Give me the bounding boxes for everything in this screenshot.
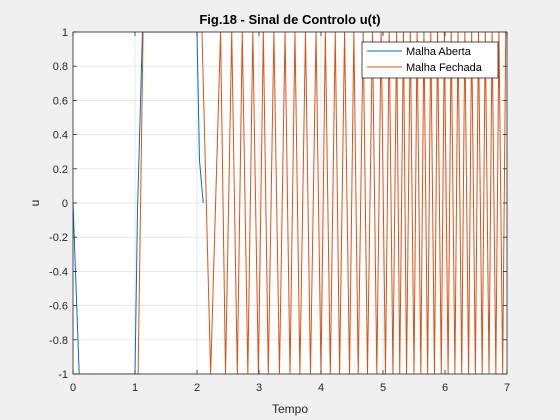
y-tick-label: 0.2: [53, 164, 68, 176]
chart-title: Fig.18 - Sinal de Controlo u(t): [199, 12, 380, 27]
y-tick-label: 1: [62, 27, 68, 39]
legend: Malha Aberta Malha Fechada: [361, 41, 499, 79]
series-line-malha-aberta: [73, 32, 204, 374]
x-tick-label: 1: [132, 382, 138, 394]
y-tick-label: -0.2: [49, 232, 68, 244]
x-tick-label: 0: [70, 382, 76, 394]
axis-ticks: 0 1 2 3 4 5 6 7 -1 -0.8 -0.6 -0.4 -0.2 0 0.2 0.4 0.6 0.8 1: [49, 27, 510, 394]
y-axis-label: u: [28, 200, 42, 207]
x-axis-label: Tempo: [272, 402, 308, 416]
y-tick-label: -0.4: [49, 266, 68, 278]
y-tick-label: -0.8: [49, 335, 68, 347]
y-tick-label: -0.6: [49, 301, 68, 313]
legend-entry: Malha Aberta: [406, 46, 472, 58]
x-tick-label: 7: [504, 382, 510, 394]
y-tick-label: -1: [58, 369, 68, 381]
x-tick-label: 5: [380, 382, 386, 394]
y-tick-label: 0.6: [53, 95, 68, 107]
y-tick-label: 0: [62, 198, 68, 210]
legend-box: [361, 41, 499, 79]
series-lines: [73, 32, 507, 374]
y-tick-label: 0.8: [53, 61, 68, 73]
x-tick-label: 3: [256, 382, 262, 394]
series-line-malha-fechada: [75, 32, 507, 374]
x-tick-label: 2: [194, 382, 200, 394]
legend-entry: Malha Fechada: [406, 62, 483, 74]
y-tick-label: 0.4: [53, 130, 68, 142]
x-tick-label: 6: [442, 382, 448, 394]
x-tick-label: 4: [318, 382, 324, 394]
